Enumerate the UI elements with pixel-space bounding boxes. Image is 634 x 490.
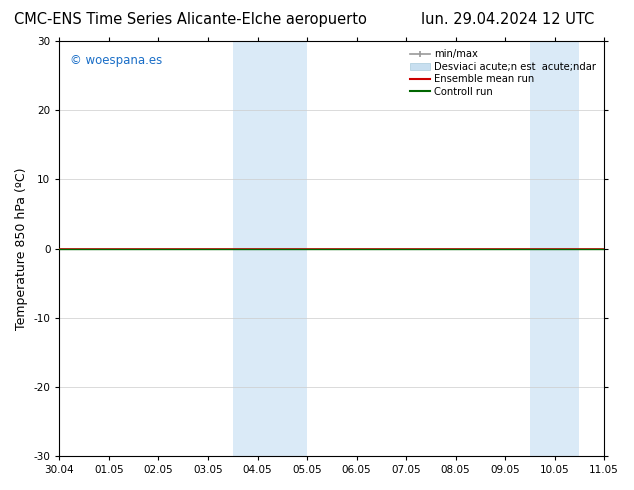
Bar xyxy=(555,41,579,456)
Bar xyxy=(282,41,307,456)
Bar xyxy=(233,41,257,456)
Bar xyxy=(530,41,555,456)
Text: CMC-ENS Time Series Alicante-Elche aeropuerto: CMC-ENS Time Series Alicante-Elche aerop… xyxy=(14,12,366,27)
Legend: min/max, Desviaci acute;n est  acute;ndar, Ensemble mean run, Controll run: min/max, Desviaci acute;n est acute;ndar… xyxy=(407,46,599,100)
Bar xyxy=(257,41,282,456)
Text: © woespana.es: © woespana.es xyxy=(70,54,162,67)
Text: lun. 29.04.2024 12 UTC: lun. 29.04.2024 12 UTC xyxy=(420,12,594,27)
Y-axis label: Temperature 850 hPa (ºC): Temperature 850 hPa (ºC) xyxy=(15,168,28,330)
